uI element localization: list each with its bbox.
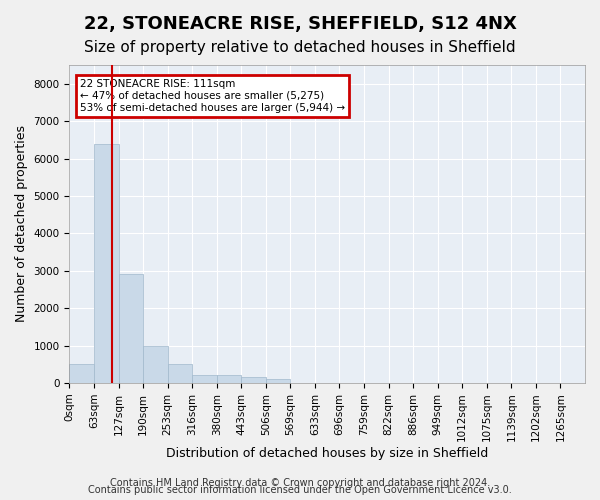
Text: 22 STONEACRE RISE: 111sqm
← 47% of detached houses are smaller (5,275)
53% of se: 22 STONEACRE RISE: 111sqm ← 47% of detac… [80,80,345,112]
Bar [70,364,94,383]
Y-axis label: Number of detached properties: Number of detached properties [15,126,28,322]
Text: Size of property relative to detached houses in Sheffield: Size of property relative to detached ho… [84,40,516,55]
Bar [217,376,241,383]
Bar [143,346,167,383]
Bar [241,378,266,383]
Text: 22, STONEACRE RISE, SHEFFIELD, S12 4NX: 22, STONEACRE RISE, SHEFFIELD, S12 4NX [83,15,517,33]
Text: Contains HM Land Registry data © Crown copyright and database right 2024.: Contains HM Land Registry data © Crown c… [110,478,490,488]
Bar [192,376,217,383]
Bar [266,379,290,383]
Bar [94,144,119,383]
Bar [167,364,192,383]
X-axis label: Distribution of detached houses by size in Sheffield: Distribution of detached houses by size … [166,447,488,460]
Text: Contains public sector information licensed under the Open Government Licence v3: Contains public sector information licen… [88,485,512,495]
Bar [119,274,143,383]
